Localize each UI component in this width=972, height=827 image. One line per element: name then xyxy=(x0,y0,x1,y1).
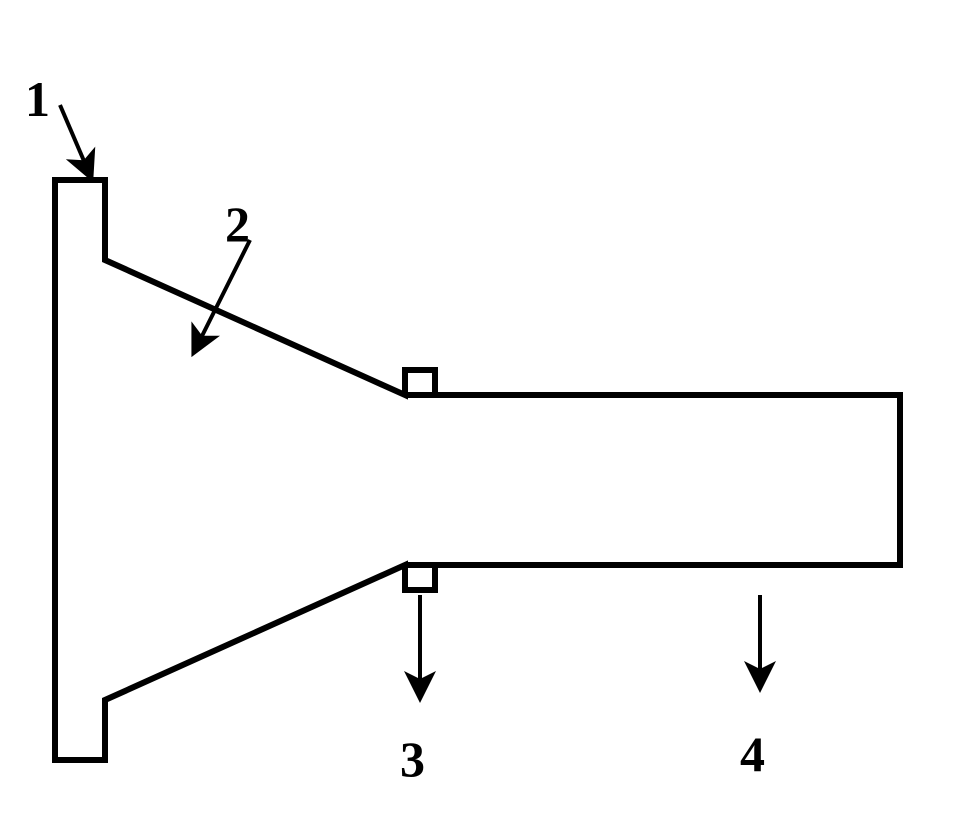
part-outline xyxy=(55,180,900,760)
diagram-svg xyxy=(0,0,972,827)
diagram-container: 1 2 3 4 xyxy=(0,0,972,827)
callout-label-2: 2 xyxy=(225,195,250,253)
callout-arrow-2 xyxy=(195,240,250,350)
callout-arrow-1 xyxy=(60,105,90,175)
callout-label-1: 1 xyxy=(25,70,50,128)
callout-label-3: 3 xyxy=(400,730,425,788)
callout-label-4: 4 xyxy=(740,725,765,783)
